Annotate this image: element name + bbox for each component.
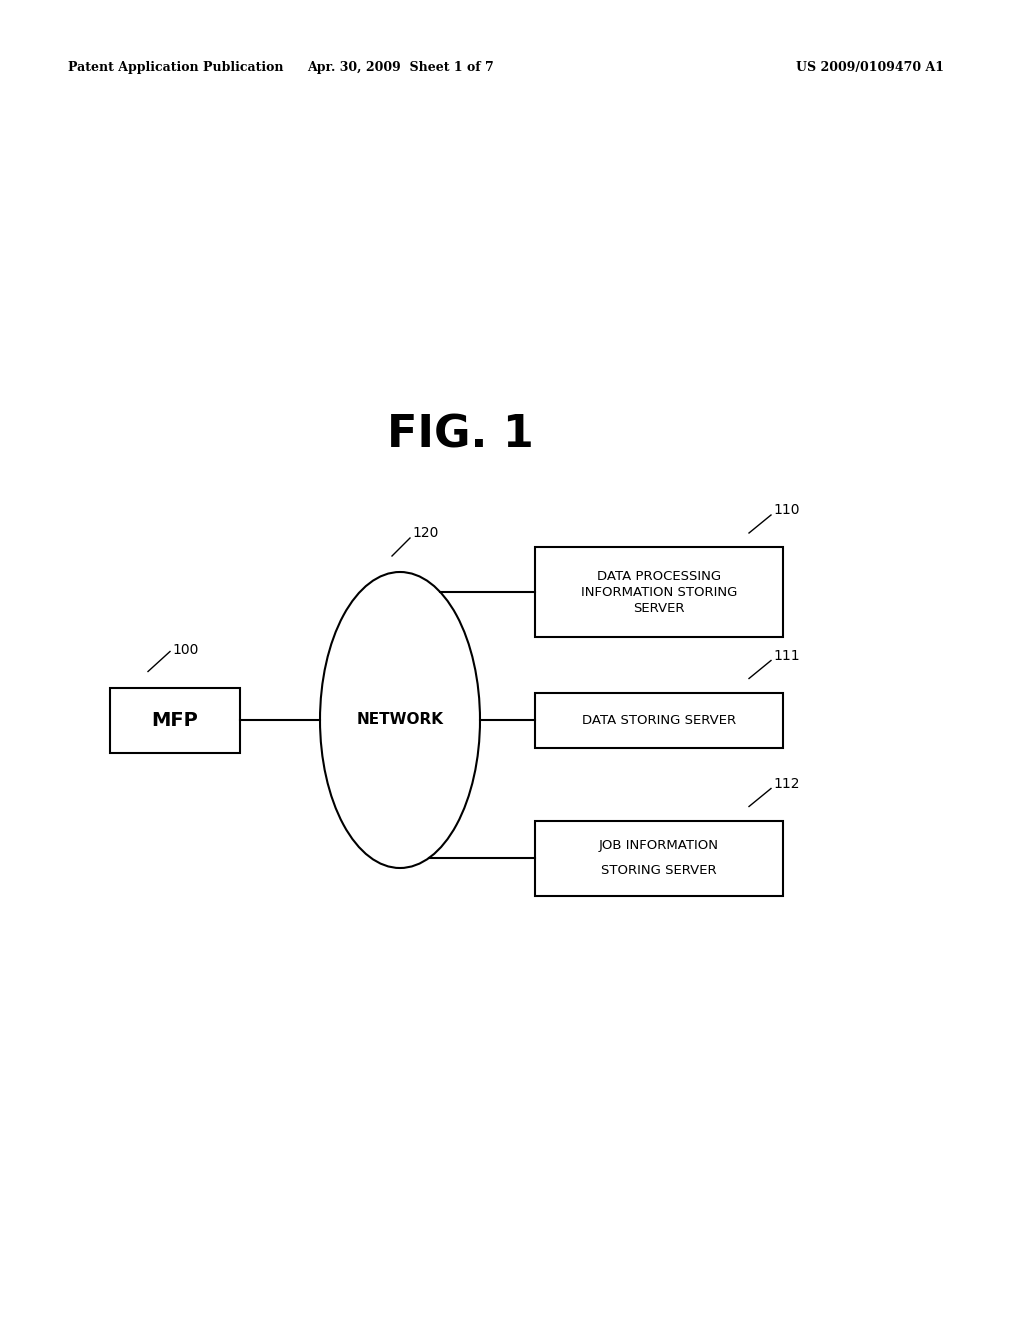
Text: Apr. 30, 2009  Sheet 1 of 7: Apr. 30, 2009 Sheet 1 of 7	[306, 62, 494, 74]
Text: FIG. 1: FIG. 1	[387, 413, 534, 457]
Text: 111: 111	[773, 648, 800, 663]
Text: 100: 100	[172, 644, 199, 657]
Text: JOB INFORMATION: JOB INFORMATION	[599, 838, 719, 851]
Text: SERVER: SERVER	[633, 602, 685, 615]
Text: US 2009/0109470 A1: US 2009/0109470 A1	[796, 62, 944, 74]
Text: DATA PROCESSING: DATA PROCESSING	[597, 569, 721, 582]
FancyBboxPatch shape	[110, 688, 240, 752]
Text: INFORMATION STORING: INFORMATION STORING	[581, 586, 737, 598]
Text: STORING SERVER: STORING SERVER	[601, 865, 717, 878]
Text: MFP: MFP	[152, 710, 199, 730]
Text: DATA STORING SERVER: DATA STORING SERVER	[582, 714, 736, 726]
Text: NETWORK: NETWORK	[356, 713, 443, 727]
FancyBboxPatch shape	[535, 821, 783, 895]
Text: Patent Application Publication: Patent Application Publication	[68, 62, 284, 74]
FancyBboxPatch shape	[535, 693, 783, 747]
Ellipse shape	[319, 572, 480, 869]
Text: 110: 110	[773, 503, 800, 517]
Text: 120: 120	[412, 525, 438, 540]
FancyBboxPatch shape	[535, 546, 783, 638]
Text: 112: 112	[773, 776, 800, 791]
